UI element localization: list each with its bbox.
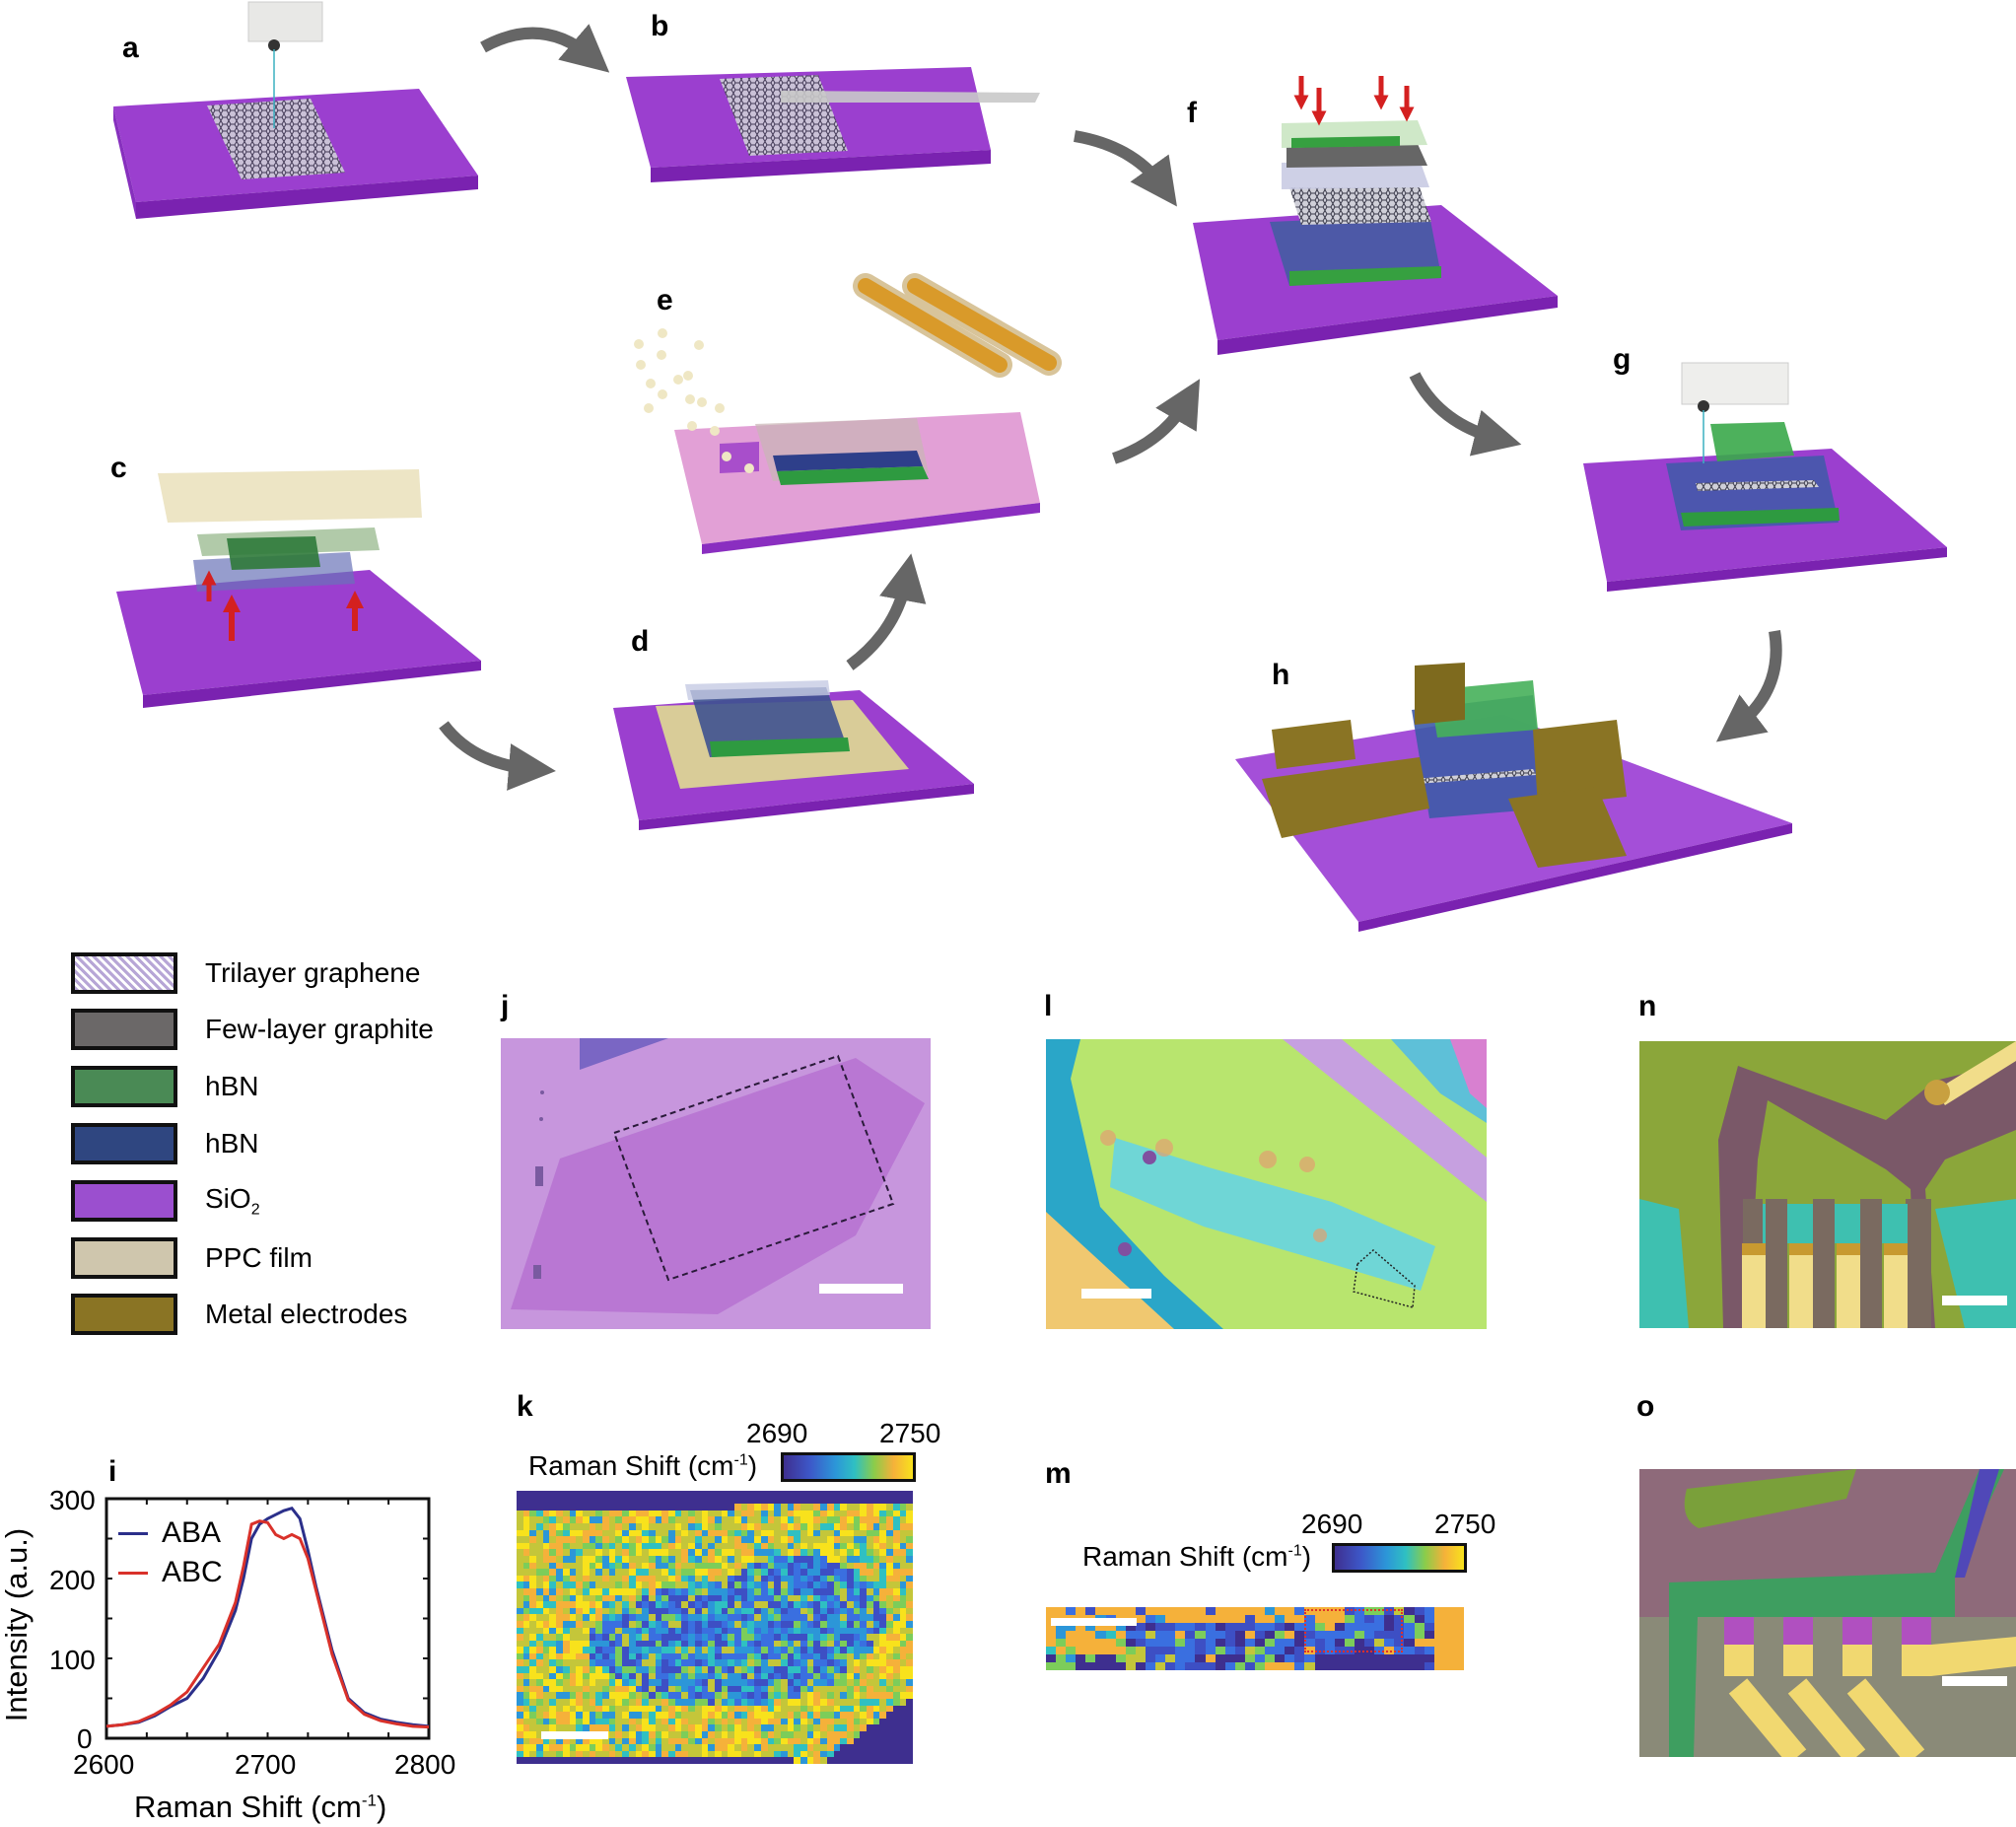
panel-label-h: h: [1272, 659, 1290, 691]
flow-arrow-icon: [439, 721, 556, 791]
colorbar-min: 2690: [746, 1418, 808, 1448]
heatmap-k: [517, 1491, 913, 1764]
panel-h-drawing: [1235, 663, 1792, 932]
legend-swatch: [71, 952, 177, 994]
legend-item-trilayer-graphene: Trilayer graphene: [71, 952, 421, 994]
colorbar-label: Raman Shift (cm-1): [1082, 1541, 1312, 1572]
panel-d-drawing: [613, 680, 974, 830]
optical-micrograph: [1046, 1039, 1487, 1329]
legend-item-metal-electrodes: Metal electrodes: [71, 1294, 408, 1335]
legend-swatch: [71, 1009, 177, 1050]
panel-label-d: d: [631, 625, 650, 658]
panel-e-drawing: [634, 273, 1062, 554]
legend-line-aba: [118, 1531, 148, 1535]
schematic-drawings: [113, 1, 1947, 932]
legend-item-hbn-blue: hBN: [71, 1123, 259, 1164]
scale-bar: [1081, 1289, 1151, 1299]
scale-bar: [541, 1731, 608, 1739]
scale-bar: [1942, 1296, 2007, 1305]
x-tick: 2800: [394, 1749, 456, 1780]
x-tick: 2700: [235, 1749, 297, 1780]
spectrum-plot-area: [104, 1497, 431, 1740]
legend-label: PPC film: [205, 1242, 313, 1273]
colorbar-label: Raman Shift (cm-1): [528, 1450, 758, 1481]
panel-label-n: n: [1638, 990, 1657, 1022]
legend-item-sio2: SiO2: [71, 1180, 260, 1222]
panel-label-i: i: [108, 1455, 117, 1488]
legend-label: Metal electrodes: [205, 1299, 408, 1329]
legend-label: Few-layer graphite: [205, 1014, 434, 1044]
panel-label-a: a: [122, 32, 139, 64]
panel-label-c: c: [110, 452, 127, 484]
y-tick: 300: [49, 1485, 96, 1515]
legend-entry-aba: ABA: [118, 1516, 221, 1550]
flow-arrow-icon: [480, 24, 610, 73]
panel-c-drawing: [116, 469, 481, 708]
legend-label-aba: ABA: [162, 1516, 222, 1549]
panel-g-drawing: [1583, 362, 1947, 592]
x-tick: 2600: [73, 1749, 135, 1780]
optical-micrograph: [1639, 1469, 2016, 1757]
legend-swatch: [71, 1237, 177, 1279]
scale-bar: [1942, 1676, 2007, 1686]
legend-swatch: [71, 1294, 177, 1335]
device-outline: [1353, 1249, 1416, 1308]
y-tick: 100: [49, 1645, 96, 1675]
panel-label-f: f: [1187, 97, 1197, 129]
panel-b-drawing: [626, 67, 1040, 182]
panel-f-drawing: [1193, 76, 1558, 355]
optical-micrograph: [1639, 1041, 2016, 1328]
legend-label: hBN: [205, 1128, 259, 1159]
legend-label: hBN: [205, 1071, 259, 1101]
flow-arrow-icon: [1073, 130, 1177, 207]
optical-micrograph: [501, 1038, 931, 1329]
colorbar-min: 2690: [1301, 1509, 1363, 1539]
colorbar: [1332, 1543, 1467, 1573]
evaporation-boat-icon: [853, 273, 1062, 378]
panel-label-k: k: [517, 1390, 533, 1423]
flow-arrow-icon: [1715, 630, 1782, 742]
legend-item-ppc-film: PPC film: [71, 1237, 313, 1279]
legend-label: Trilayer graphene: [205, 957, 421, 988]
legend-label: SiO2: [205, 1182, 260, 1219]
device-region-outline: [1304, 1609, 1403, 1652]
panel-a-drawing: [113, 1, 478, 219]
flow-arrow-icon: [1409, 372, 1522, 457]
x-axis-label: Raman Shift (cm-1): [134, 1790, 387, 1824]
legend-swatch: [71, 1123, 177, 1164]
panel-label-g: g: [1613, 343, 1632, 376]
legend-swatch: [71, 1066, 177, 1107]
scale-bar: [819, 1284, 903, 1294]
dashed-region-outline: [612, 1054, 895, 1282]
y-axis-label: Intensity (a.u.): [0, 1527, 34, 1722]
colorbar-max: 2750: [879, 1418, 941, 1448]
panel-label-b: b: [651, 10, 669, 42]
colorbar-max: 2750: [1434, 1509, 1496, 1539]
panel-label-e: e: [657, 284, 673, 316]
flow-arrow-icon: [1112, 379, 1201, 464]
scale-bar: [1051, 1618, 1137, 1626]
panel-label-m: m: [1045, 1457, 1072, 1490]
legend-item-few-layer-graphite: Few-layer graphite: [71, 1009, 434, 1050]
legend-entry-abc: ABC: [118, 1556, 223, 1589]
panel-label-j: j: [501, 990, 510, 1022]
legend-label-abc: ABC: [162, 1556, 223, 1588]
flow-arrow-icon: [846, 553, 927, 670]
legend-swatch: [71, 1180, 177, 1222]
legend-item-hbn-green: hBN: [71, 1066, 259, 1107]
y-tick: 200: [49, 1565, 96, 1595]
panel-label-o: o: [1636, 1390, 1655, 1423]
y-tick: 0: [77, 1723, 93, 1754]
colorbar: [781, 1452, 916, 1482]
legend-line-abc: [118, 1571, 148, 1575]
series-line-abc: [105, 1519, 430, 1729]
panel-label-l: l: [1044, 990, 1053, 1022]
